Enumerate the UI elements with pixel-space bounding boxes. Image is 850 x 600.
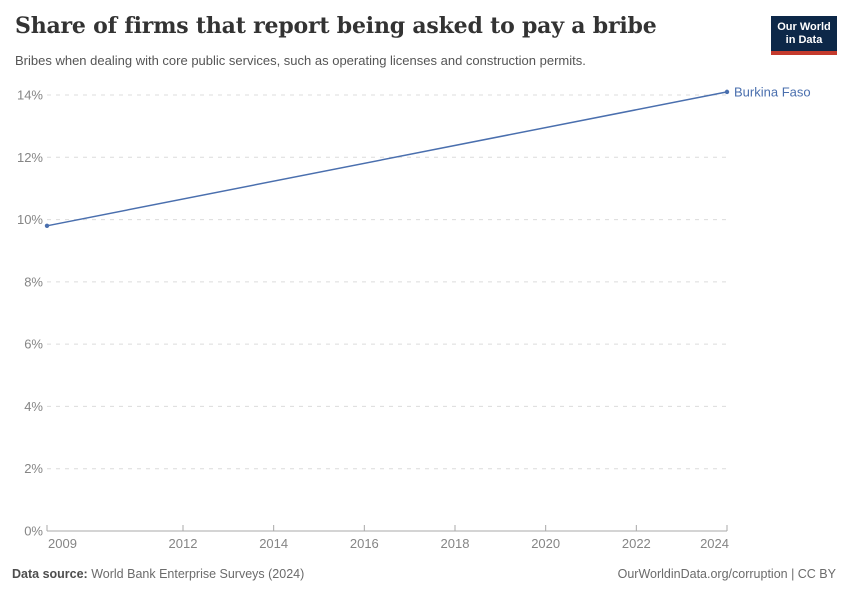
- x-tick-label: 2009: [48, 536, 77, 551]
- x-tick-label: 2024: [700, 536, 729, 551]
- y-tick-label: 14%: [17, 88, 43, 103]
- y-tick-label: 8%: [24, 274, 43, 289]
- owid-logo-line2: in Data: [785, 34, 823, 46]
- data-point: [724, 89, 730, 95]
- y-tick-label: 6%: [24, 337, 43, 352]
- data-point: [44, 223, 50, 228]
- x-tick-label: 2018: [441, 536, 470, 551]
- data-line: [46, 91, 728, 227]
- x-tick-label: 2016: [350, 536, 379, 551]
- chart-title: Share of firms that report being asked t…: [15, 13, 657, 39]
- data-source-label: Data source:: [12, 567, 88, 581]
- owid-logo-line1: Our World: [777, 21, 831, 33]
- owid-logo: Our World in Data: [771, 16, 837, 55]
- y-tick-label: 10%: [17, 212, 43, 227]
- owid-logo-red-strip: [771, 51, 837, 55]
- attribution: OurWorldinData.org/corruption | CC BY: [617, 567, 836, 581]
- x-tick-label: 2012: [169, 536, 198, 551]
- chart-footer: Data source: World Bank Enterprise Surve…: [12, 567, 836, 581]
- y-tick-label: 12%: [17, 150, 43, 165]
- chart-subtitle: Bribes when dealing with core public ser…: [15, 53, 586, 68]
- y-tick-label: 0%: [24, 524, 43, 539]
- x-tick-label: 2022: [622, 536, 651, 551]
- series-end-label: Burkina Faso: [734, 84, 811, 99]
- y-tick-label: 2%: [24, 461, 43, 476]
- owid-logo-box: Our World in Data: [771, 16, 837, 51]
- x-tick-label: 2020: [531, 536, 560, 551]
- data-source-value: World Bank Enterprise Surveys (2024): [91, 567, 305, 581]
- y-tick-label: 4%: [24, 399, 43, 414]
- data-source: Data source: World Bank Enterprise Surve…: [12, 567, 304, 581]
- x-tick-label: 2014: [259, 536, 288, 551]
